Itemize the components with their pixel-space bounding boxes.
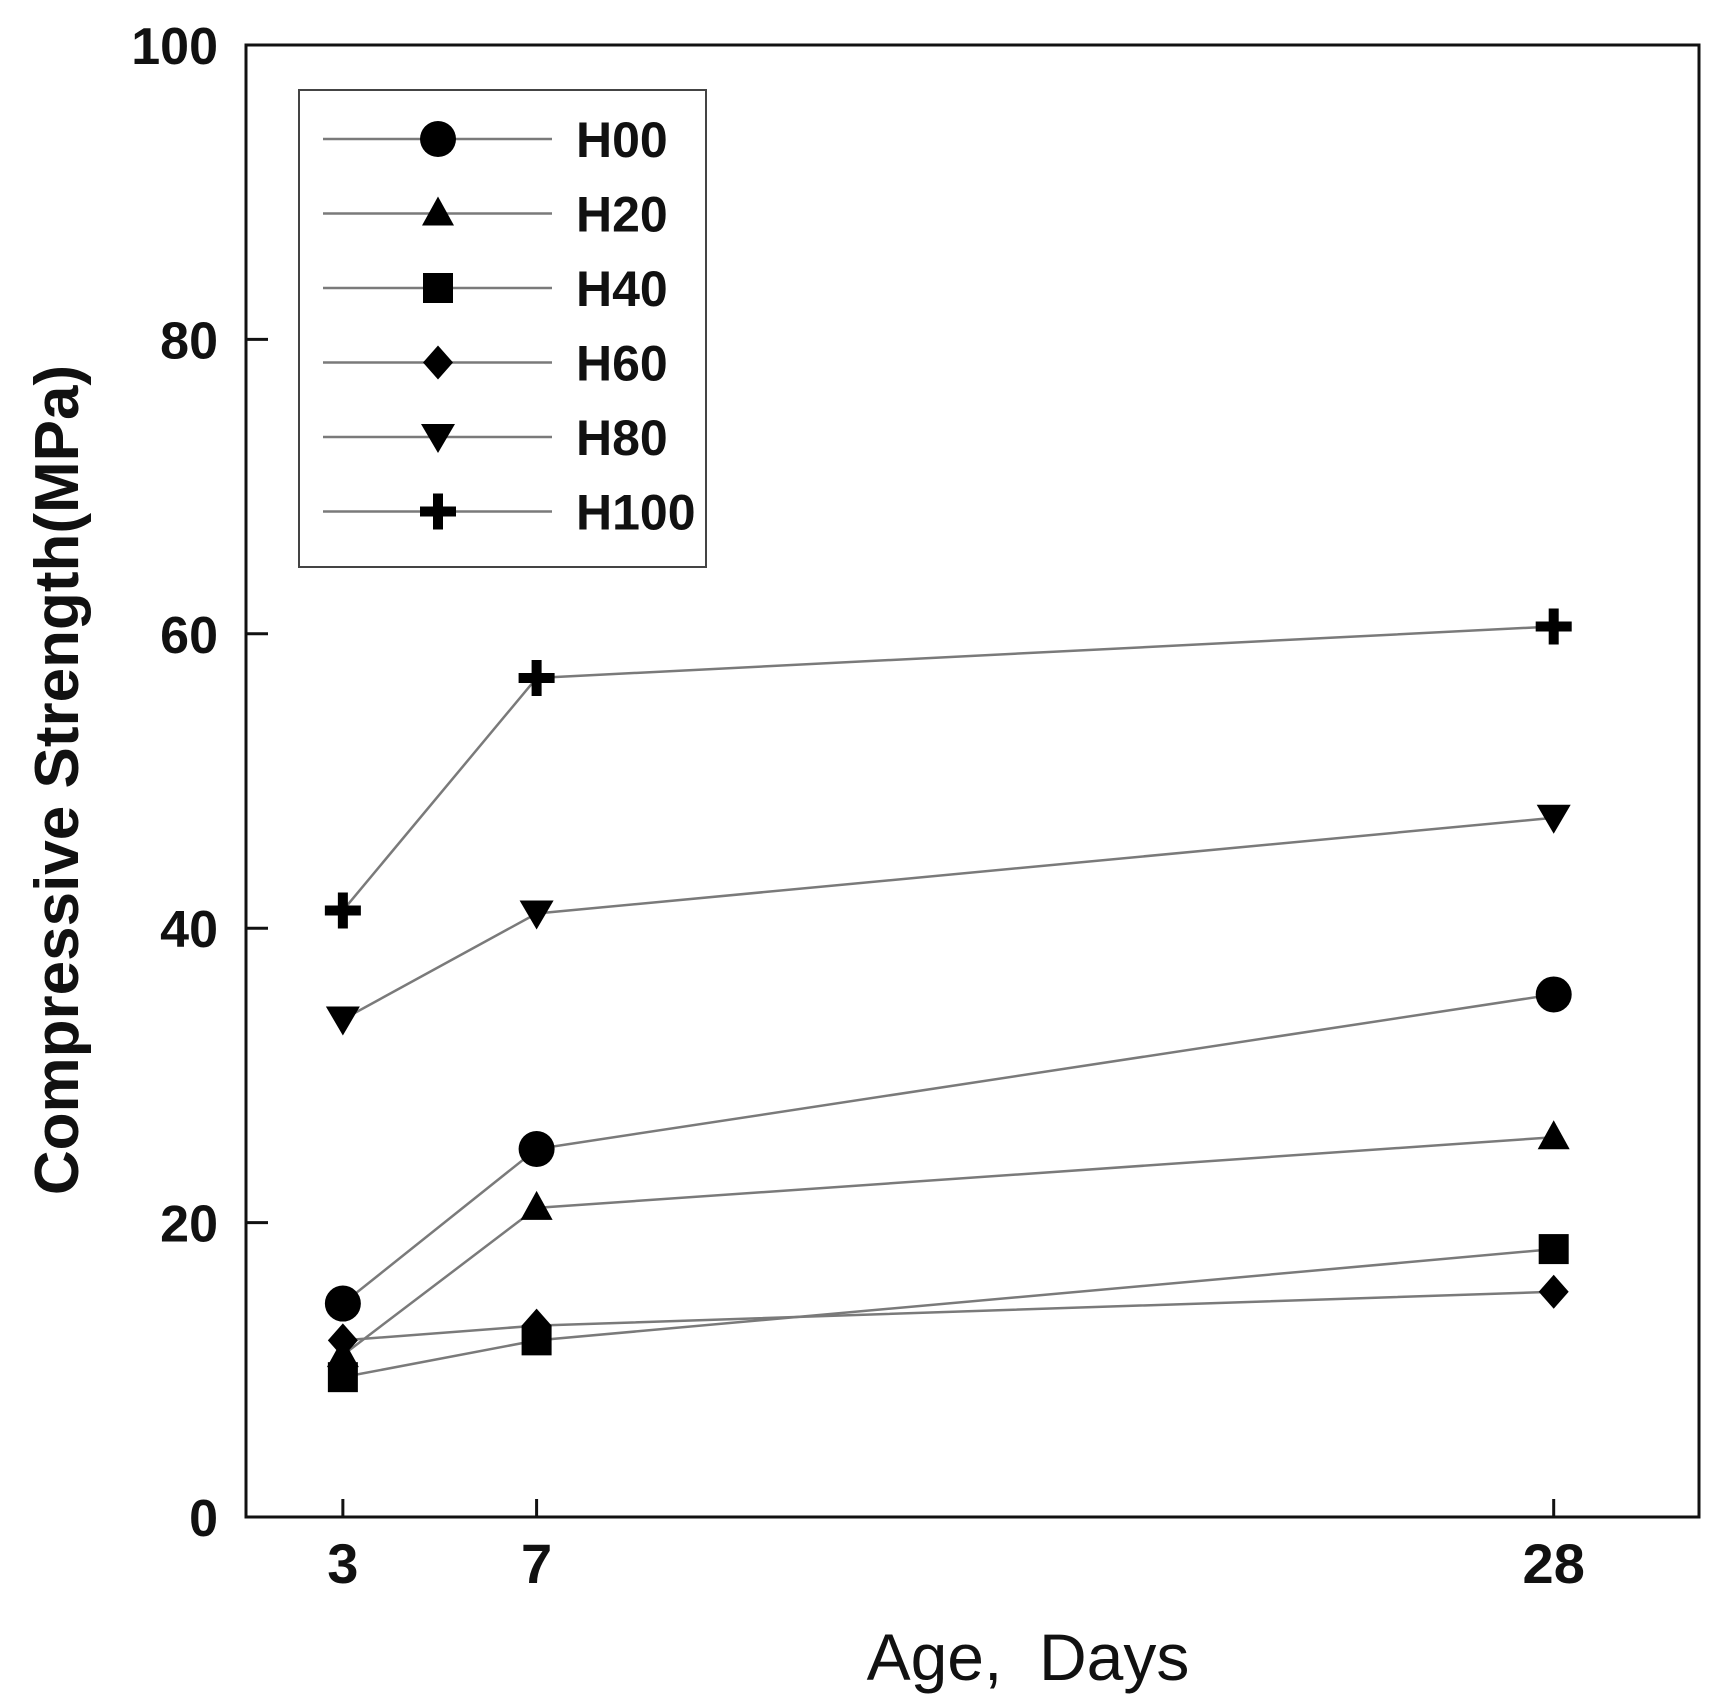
legend-label: H20 [576,187,668,243]
legend-marker-h100 [420,493,456,530]
y-tick-label: 0 [189,1490,218,1548]
y-axis-ticks: 0 20 40 60 80 100 [131,18,268,1548]
data-point-h80 [1536,804,1571,834]
legend-marker-h20 [422,196,454,226]
data-point-h00 [518,1131,555,1167]
legend-label: H100 [576,485,696,541]
y-tick-label: 20 [160,1196,218,1254]
y-tick-label: 80 [160,312,218,370]
x-tick-label: 3 [327,1532,358,1595]
series-line-h100 [341,625,1554,912]
x-axis-ticks: 3 7 28 [327,1499,1585,1595]
legend-box [298,89,707,568]
y-tick-label: 100 [131,18,218,76]
data-point-h80 [325,1006,360,1036]
y-axis-title: Compressive Strength(MPa) [23,365,92,1195]
legend-marker-h00 [420,121,456,157]
series-markers [324,608,1572,1393]
x-tick-label: 7 [521,1532,552,1595]
data-point-h40 [1538,1234,1569,1265]
data-point-h20 [520,1190,553,1220]
legend-entry-h40: H40 [323,261,668,317]
data-point-h40 [327,1362,358,1393]
legend: H00 H20 H40 H60 H80 H100 [298,89,707,568]
legend-label: H80 [576,410,668,466]
legend-entry-h00: H00 [323,112,668,168]
data-point-h60 [521,1308,552,1343]
legend-entry-h60: H60 [323,336,668,392]
data-point-h100 [1535,608,1572,645]
data-point-h100 [324,892,361,929]
data-point-h80 [519,900,554,930]
series-lines [341,625,1554,1379]
legend-label: H00 [576,112,668,168]
legend-marker-h60 [423,345,453,380]
legend-marker-h40 [423,273,453,303]
data-point-h00 [1535,976,1572,1013]
x-axis-title: Age, Days [867,1620,1190,1694]
data-point-h60 [327,1323,358,1358]
legend-entry-h20: H20 [323,187,668,243]
legend-label: H60 [576,336,668,392]
data-point-h60 [1538,1274,1569,1309]
data-point-h00 [324,1285,361,1322]
legend-entry-h80: H80 [323,410,668,466]
series-line-h80 [342,816,1554,1021]
data-point-h100 [518,659,555,696]
legend-marker-h80 [421,424,455,453]
plot-area-frame [244,43,1701,1519]
x-tick-label: 28 [1523,1532,1585,1595]
y-tick-label: 40 [160,901,218,959]
y-tick-label: 60 [160,607,218,665]
data-point-h20 [1537,1120,1570,1150]
legend-label: H40 [576,261,668,317]
legend-entry-h100: H100 [323,485,696,541]
